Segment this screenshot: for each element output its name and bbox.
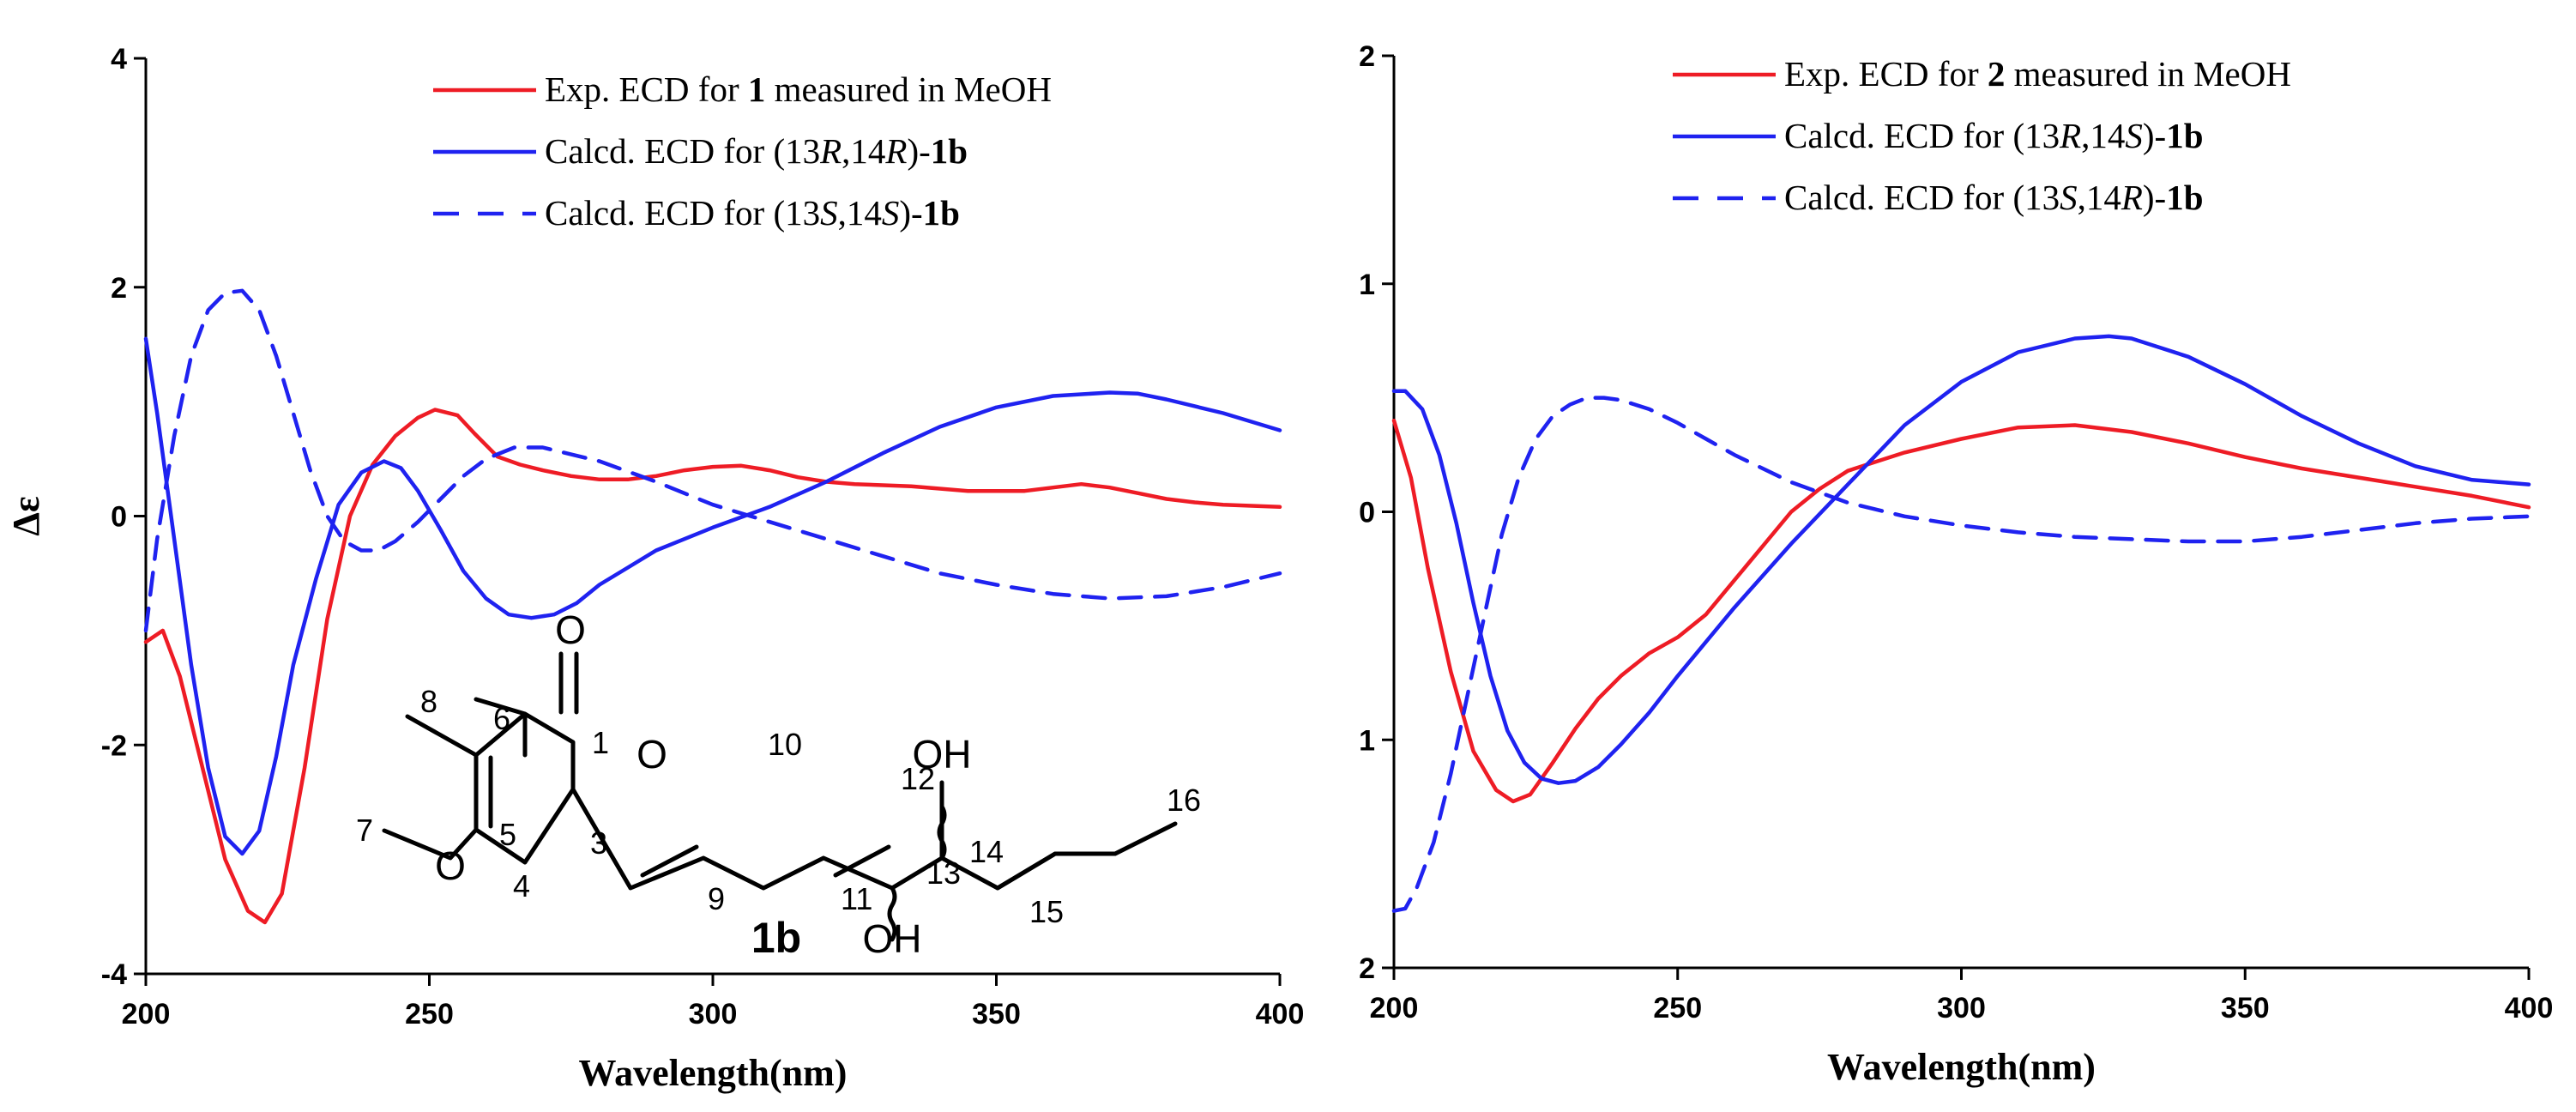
series-line-calc_dashed <box>1391 396 2531 913</box>
legend-text-segment: 1 <box>748 70 766 109</box>
legend-text-segment: 1b <box>2166 116 2203 155</box>
num-3: 3 <box>590 825 607 861</box>
molecule-double-bonds <box>488 651 891 878</box>
legend-text-segment: ,14 <box>838 193 882 233</box>
atom-o-methoxy: O <box>435 843 466 888</box>
legend-text-segment: ,14 <box>2081 116 2125 155</box>
legend-text-segment: )- <box>899 193 922 233</box>
legend-text-segment: measured in MeOH <box>765 70 1052 109</box>
legend-label-exp: Exp. ECD for 1 measured in MeOH <box>545 70 1052 109</box>
y-axis-title: Δε <box>5 496 47 535</box>
x-tick-label: 300 <box>689 998 738 1030</box>
legend-text-segment: Calcd. ECD for (13 <box>545 131 820 171</box>
atom-oh-14: OH <box>913 732 972 777</box>
legend-text-segment: 1b <box>931 131 968 171</box>
molecule-1b-structure: O O O OH OH 1 3 4 5 6 7 8 9 10 11 12 13 … <box>356 607 1201 962</box>
legend-label-calc_dashed: Calcd. ECD for (13S,14S)-1b <box>545 193 960 233</box>
legend-text-segment: ,14 <box>842 131 885 171</box>
legend-text-segment: Exp. ECD for <box>1784 54 1988 94</box>
legend-text-segment: R <box>2059 116 2081 155</box>
y-tick-label: -4 <box>101 958 127 991</box>
y-tick-label: 2 <box>1359 40 1375 73</box>
legend-text-segment: 1b <box>923 193 960 233</box>
x-tick-label: 250 <box>405 998 454 1030</box>
legend-text-segment: S <box>882 193 900 233</box>
legend-text-segment: Calcd. ECD for (13 <box>1784 178 2060 217</box>
legend-label-calc_solid: Calcd. ECD for (13R,14S)-1b <box>1784 116 2204 155</box>
legend-text-segment: )- <box>2143 116 2166 155</box>
left-legend: Exp. ECD for 1 measured in MeOH Calcd. EC… <box>433 70 1052 233</box>
num-14: 14 <box>969 834 1004 869</box>
num-13: 13 <box>926 855 961 891</box>
x-tick-label: 200 <box>1370 992 1419 1024</box>
series-line-calc_dashed <box>143 288 1282 633</box>
x-tick-label: 300 <box>1937 992 1986 1024</box>
legend-text-segment: 1b <box>2166 178 2203 217</box>
y-tick-label: 0 <box>1359 497 1375 529</box>
legend-text-segment: R <box>819 131 842 171</box>
x-tick-label: 200 <box>122 998 171 1030</box>
num-15: 15 <box>1029 894 1064 929</box>
y-tick-label: 2 <box>1359 952 1375 985</box>
num-4: 4 <box>513 868 530 904</box>
legend-text-segment: 2 <box>1988 54 2006 94</box>
legend-label-exp: Exp. ECD for 2 measured in MeOH <box>1784 54 2291 94</box>
right-plot-area: 200 250 300 350 400 2 1 0 1 2 Wavelength(nm) <box>1359 40 2553 1088</box>
legend-text-segment: Exp. ECD for <box>545 70 748 109</box>
left-ecd-panel: 200 250 300 350 400 -4 -2 0 2 4 Wavelength(nm) Δε E… <box>5 43 1304 1094</box>
legend-text-segment: S <box>2125 116 2143 155</box>
num-7: 7 <box>356 813 373 848</box>
num-16: 16 <box>1167 783 1201 818</box>
legend-text-segment: R <box>2121 178 2143 217</box>
atom-oh-13: OH <box>863 916 922 961</box>
num-1: 1 <box>592 725 609 760</box>
molecule-wavy-bonds <box>887 804 947 942</box>
legend-text-segment: S <box>2060 178 2078 217</box>
x-axis-title: Wavelength(nm) <box>579 1052 848 1094</box>
num-8: 8 <box>420 684 437 719</box>
x-axis-title: Wavelength(nm) <box>1827 1046 2096 1088</box>
molecule-name: 1b <box>751 914 801 962</box>
num-11: 11 <box>841 881 872 916</box>
legend-text-segment: Calcd. ECD for (13 <box>1784 116 2060 155</box>
legend-text-segment: Calcd. ECD for (13 <box>545 193 820 233</box>
atom-o-carbonyl: O <box>555 607 586 652</box>
legend-text-segment: measured in MeOH <box>2005 54 2291 94</box>
y-tick-label: 2 <box>111 272 127 305</box>
right-legend: Exp. ECD for 2 measured in MeOH Calcd. EC… <box>1673 54 2291 217</box>
legend-label-calc_solid: Calcd. ECD for (13R,14R)-1b <box>545 131 968 171</box>
legend-text-segment: )- <box>907 131 930 171</box>
y-tick-label: 1 <box>1359 724 1375 757</box>
series-line-calc_solid <box>1391 334 2531 785</box>
num-6: 6 <box>493 701 510 736</box>
right-ecd-panel: 200 250 300 350 400 2 1 0 1 2 Wavelength(nm) Exp. … <box>1359 40 2553 1088</box>
x-tick-label: 400 <box>1256 998 1305 1030</box>
y-tick-label: -2 <box>101 729 127 762</box>
x-tick-label: 250 <box>1653 992 1702 1024</box>
legend-text-segment: )- <box>2143 178 2166 217</box>
series-line-calc_solid <box>143 336 1282 856</box>
x-tick-label: 350 <box>972 998 1021 1030</box>
x-tick-label: 400 <box>2505 992 2554 1024</box>
num-12: 12 <box>901 761 935 796</box>
atom-o-ring: O <box>636 732 667 777</box>
left-plot-area: 200 250 300 350 400 -4 -2 0 2 4 Wavelength(nm) Δε <box>5 43 1304 1094</box>
x-tick-label: 350 <box>2221 992 2270 1024</box>
legend-label-calc_dashed: Calcd. ECD for (13S,14R)-1b <box>1784 178 2204 217</box>
y-tick-label: 4 <box>111 43 127 76</box>
y-tick-label: 0 <box>111 501 127 534</box>
y-tick-label: 1 <box>1359 269 1375 301</box>
num-9: 9 <box>708 881 725 916</box>
legend-text-segment: S <box>820 193 838 233</box>
molecule-ethyl-bonds <box>995 821 1178 891</box>
legend-text-segment: ,14 <box>2078 178 2121 217</box>
num-5: 5 <box>499 817 516 852</box>
num-10: 10 <box>768 727 802 762</box>
legend-text-segment: R <box>884 131 907 171</box>
series-line-exp <box>1391 418 2531 804</box>
